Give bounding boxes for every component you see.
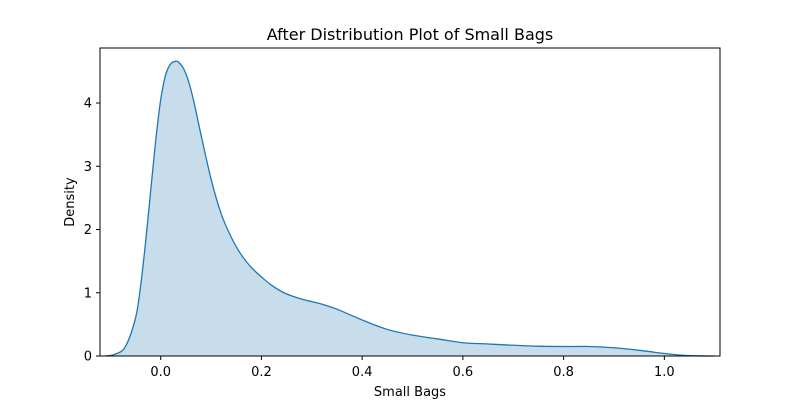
x-tick-label: 0.4 <box>352 365 373 380</box>
y-axis-label: Density <box>63 177 78 227</box>
plot-area <box>105 60 715 357</box>
y-tick-label: 0 <box>84 350 92 365</box>
y-tick-label: 4 <box>84 97 92 112</box>
x-axis-label: Small Bags <box>374 385 446 400</box>
y-tick-label: 1 <box>84 286 92 301</box>
x-tick-label: 1.0 <box>654 365 675 380</box>
density-line <box>105 60 715 357</box>
x-tick-label: 0.0 <box>150 365 171 380</box>
x-tick-label: 0.2 <box>251 365 272 380</box>
chart-title: After Distribution Plot of Small Bags <box>267 25 553 44</box>
y-tick-label: 3 <box>84 160 92 175</box>
x-axis: 0.0 0.2 0.4 0.6 0.8 1.0 <box>150 356 675 380</box>
y-tick-label: 2 <box>84 223 92 238</box>
density-area <box>105 61 715 357</box>
x-tick-label: 0.6 <box>453 365 474 380</box>
y-axis: 0 1 2 3 4 <box>84 97 100 365</box>
plot-frame <box>99 47 721 357</box>
x-tick-label: 0.8 <box>553 365 574 380</box>
